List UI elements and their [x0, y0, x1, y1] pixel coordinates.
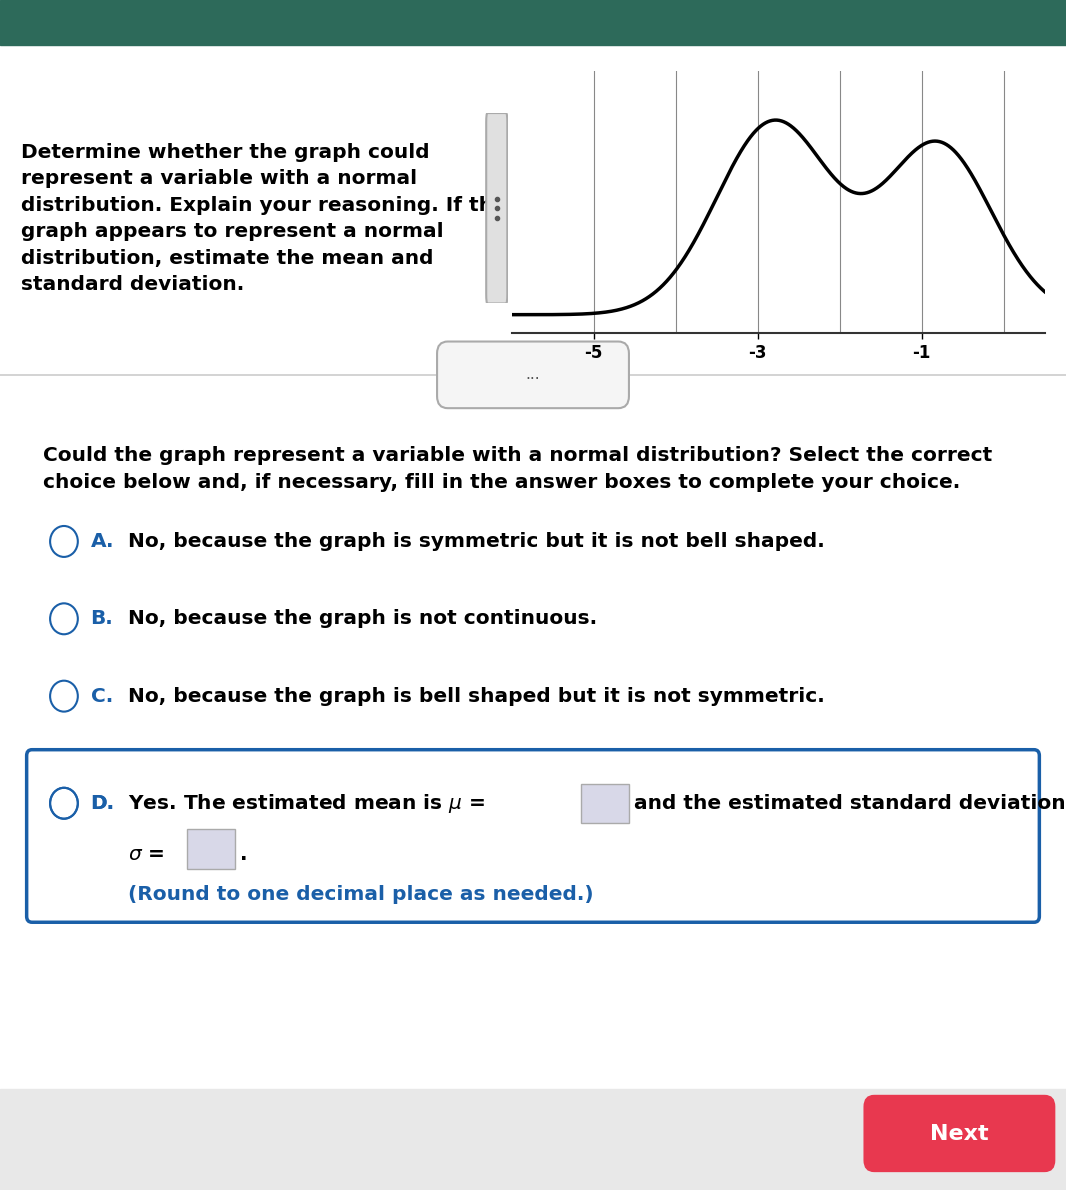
Text: D.: D. [91, 794, 115, 813]
Text: Determine whether the graph could
represent a variable with a normal
distributio: Determine whether the graph could repres… [21, 143, 507, 294]
Text: No, because the graph is bell shaped but it is not symmetric.: No, because the graph is bell shaped but… [128, 687, 825, 706]
FancyBboxPatch shape [863, 1095, 1055, 1172]
FancyBboxPatch shape [437, 342, 629, 408]
Text: ...: ... [526, 368, 540, 382]
Text: B.: B. [91, 609, 113, 628]
FancyBboxPatch shape [27, 750, 1039, 922]
Text: D.: D. [91, 794, 115, 813]
Bar [0, 0, 1066, 45]
Text: and the estimated standard deviation is: and the estimated standard deviation is [634, 794, 1066, 813]
FancyBboxPatch shape [486, 113, 507, 303]
Text: No, because the graph is not continuous.: No, because the graph is not continuous. [128, 609, 597, 628]
Text: A.: A. [91, 532, 114, 551]
Text: Yes. The estimated mean is $\mu$ =: Yes. The estimated mean is $\mu$ = [128, 791, 487, 815]
Bar [0, 1089, 1066, 1190]
FancyBboxPatch shape [187, 829, 235, 869]
FancyBboxPatch shape [581, 784, 629, 823]
Text: C.: C. [91, 687, 113, 706]
Text: $\sigma$ =: $\sigma$ = [128, 845, 166, 864]
Text: (Round to one decimal place as needed.): (Round to one decimal place as needed.) [128, 885, 594, 904]
Text: Could the graph represent a variable with a normal distribution? Select the corr: Could the graph represent a variable wit… [43, 446, 991, 491]
Text: .: . [240, 845, 247, 864]
Text: Next: Next [931, 1125, 988, 1144]
Text: No, because the graph is symmetric but it is not bell shaped.: No, because the graph is symmetric but i… [128, 532, 825, 551]
